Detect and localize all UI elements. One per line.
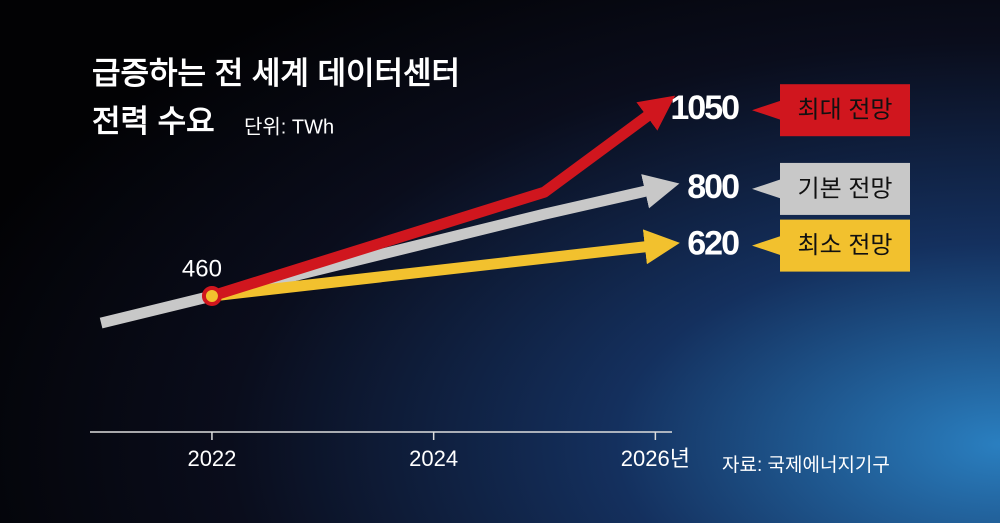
legend-box [780,84,910,137]
series-line [211,229,680,302]
legend-pointer [752,235,782,256]
data-label: 460 [182,255,222,282]
legend-box [780,219,910,272]
chart-title: 전력 수요 [92,104,215,139]
legend-pointer [752,178,782,199]
start-point [201,285,222,306]
legend-label: 기본 전망 [798,175,893,202]
x-tick-label: 2024 [409,446,458,471]
legend-label: 최대 전망 [798,97,893,124]
series-line [99,174,680,329]
data-label: 620 [687,225,739,263]
unit-label: 단위: TWh [244,115,334,138]
legend-label: 최소 전망 [798,232,893,259]
series-line [210,95,676,302]
chart-title: 급증하는 전 세계 데이터센터 [92,56,460,91]
source-label: 자료: 국제에너지기구 [722,454,890,476]
x-tick-label: 2022 [187,446,236,471]
legend-box [780,162,910,215]
data-label: 800 [687,168,739,206]
x-tick-label: 2026년 [621,446,690,471]
legend-pointer [752,100,782,121]
data-label: 1050 [670,89,739,127]
